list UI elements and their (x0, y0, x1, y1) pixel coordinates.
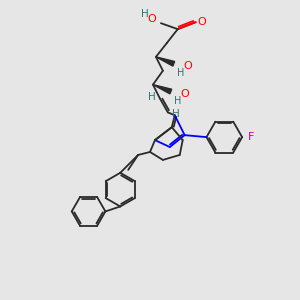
Text: H: H (172, 109, 180, 119)
Polygon shape (153, 85, 172, 94)
Text: O: O (147, 14, 156, 24)
Text: O: O (184, 61, 192, 71)
Text: H: H (141, 9, 149, 19)
Text: O: O (181, 88, 190, 98)
Text: F: F (248, 132, 254, 142)
Text: H: H (174, 95, 181, 106)
Polygon shape (156, 57, 175, 66)
Text: H: H (148, 92, 156, 101)
Text: O: O (197, 17, 206, 27)
Text: H: H (177, 68, 184, 78)
